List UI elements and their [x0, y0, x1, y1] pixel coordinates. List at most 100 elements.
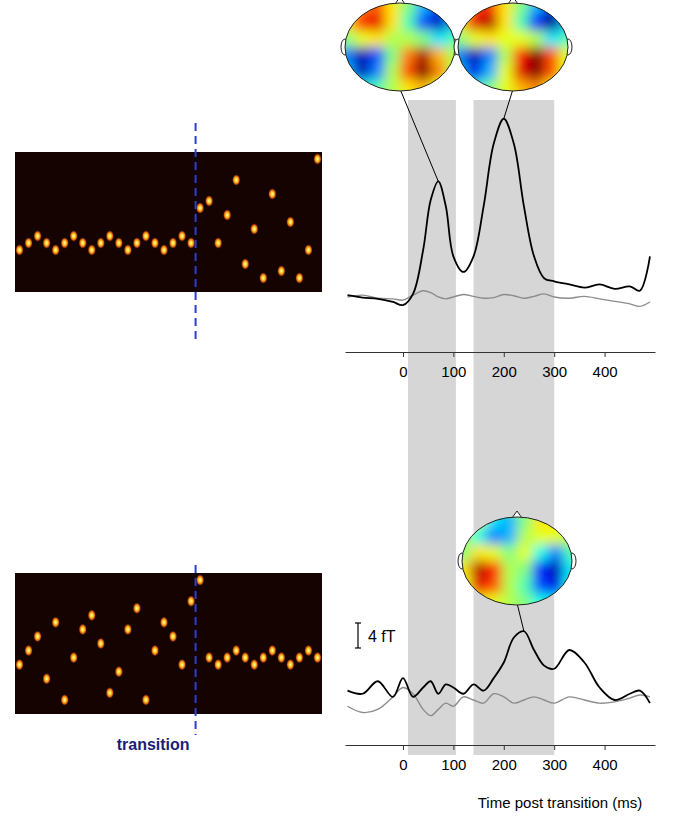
tone [232, 174, 241, 186]
topomap-cell [400, 31, 416, 48]
tone [24, 645, 33, 657]
x-axis-line [346, 352, 656, 353]
topomap-cell [451, 0, 467, 15]
topomap-cell [451, 31, 467, 48]
tone [250, 659, 259, 671]
topomap-cell [369, 47, 385, 64]
topomap-cell [471, 528, 487, 545]
topomap-cells [455, 512, 579, 611]
x-tick: 400 [593, 352, 618, 380]
tone [96, 638, 105, 650]
topomap-cell [532, 561, 548, 578]
topomap-cell [513, 0, 529, 15]
tone [15, 659, 24, 671]
tone-panel [15, 123, 322, 340]
leader-line [504, 89, 513, 119]
tone [87, 609, 96, 621]
tone [295, 652, 304, 664]
topomap-cell [446, 0, 462, 15]
topomap-cell [354, 0, 370, 15]
x-tick: 200 [492, 745, 517, 773]
topomap-cell [455, 528, 471, 545]
topomap-cell [338, 14, 354, 31]
tone [178, 659, 187, 671]
topomap-cell [354, 14, 370, 31]
tone [33, 630, 42, 642]
topomap-cell [385, 14, 401, 31]
x-tick-mark [453, 745, 454, 750]
x-tick-mark [605, 745, 606, 750]
topomap-cell [431, 0, 447, 15]
tone [259, 652, 268, 664]
x-tick: 0 [399, 745, 407, 773]
topomap-cell [486, 545, 502, 562]
topomap-cell [528, 63, 544, 80]
x-tick-label: 200 [492, 756, 517, 773]
topomap-cell [513, 47, 529, 64]
tone [51, 616, 60, 628]
tone [241, 258, 250, 270]
topomap-cell [548, 528, 564, 545]
topomap-cell [451, 80, 467, 97]
x-tick-mark [605, 352, 606, 357]
transition-label: transition [117, 736, 190, 753]
topomap-cell [482, 31, 498, 48]
x-tick-label: 0 [399, 363, 407, 380]
scale-bar-line [357, 623, 358, 648]
topomap-cell [446, 80, 462, 97]
tone [259, 272, 268, 284]
tone [42, 673, 51, 685]
tone [169, 630, 178, 642]
leader-line [400, 89, 438, 181]
topomap-cell [338, 0, 354, 15]
topomap-ground [458, 3, 568, 91]
tone [178, 230, 187, 242]
topomap-cell [369, 63, 385, 80]
topomap-cell [517, 561, 533, 578]
tone [304, 244, 313, 256]
topomap-cell [544, 14, 560, 31]
topomap-cell [415, 47, 431, 64]
topomap-cell [528, 47, 544, 64]
topomap-cell [354, 63, 370, 80]
topomap-cell [559, 63, 575, 80]
topomap-cell [486, 561, 502, 578]
topomap-cell [486, 528, 502, 545]
head-outline [345, 3, 455, 91]
x-tick-mark [403, 352, 404, 357]
tone [205, 195, 214, 207]
tone [33, 230, 42, 242]
tone [205, 652, 214, 664]
topomap-cell [385, 80, 401, 97]
transition-line [195, 123, 197, 340]
x-tick-label: 100 [441, 756, 466, 773]
response-curve [348, 291, 650, 307]
tone [214, 237, 223, 249]
topomap-ground [462, 517, 572, 605]
topomap-cell [400, 80, 416, 97]
topomap-cell [559, 0, 575, 15]
topomap-cell [471, 577, 487, 594]
topomap-cell [369, 80, 385, 97]
topomap-cell [455, 577, 471, 594]
response-panel: 0100200300400 [338, 0, 655, 450]
tone [196, 202, 205, 214]
topomap-cell [369, 31, 385, 48]
panel-background [15, 573, 322, 714]
time-window [408, 450, 456, 755]
x-tick: 0 [399, 352, 407, 380]
tone [69, 230, 78, 242]
topomap-cell [431, 47, 447, 64]
topomap-cell [563, 594, 579, 611]
topomap-cell [385, 47, 401, 64]
tone [115, 666, 124, 678]
topomap-cell [338, 31, 354, 48]
x-tick: 100 [441, 745, 466, 773]
tone [169, 237, 178, 249]
tone [142, 230, 151, 242]
tone [277, 652, 286, 664]
topomap-cell [486, 512, 502, 529]
topomap-cell [400, 63, 416, 80]
topomap-cell [502, 545, 518, 562]
topomap-cell [544, 31, 560, 48]
